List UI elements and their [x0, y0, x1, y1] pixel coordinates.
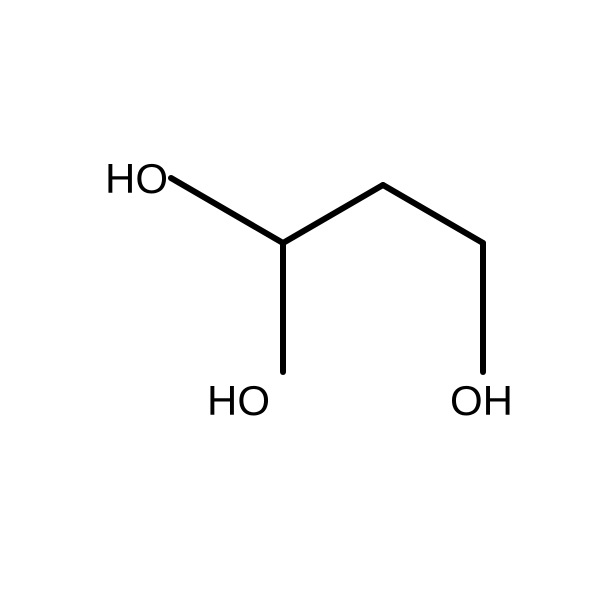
molecule-bonds-svg	[0, 0, 600, 600]
hydroxyl-label-top-left: HO	[105, 158, 168, 200]
hydroxyl-label-bottom-mid: HO	[207, 380, 270, 422]
hydroxyl-label-bottom-right: OH	[450, 380, 513, 422]
chemical-structure-diagram: HO HO OH	[0, 0, 600, 600]
